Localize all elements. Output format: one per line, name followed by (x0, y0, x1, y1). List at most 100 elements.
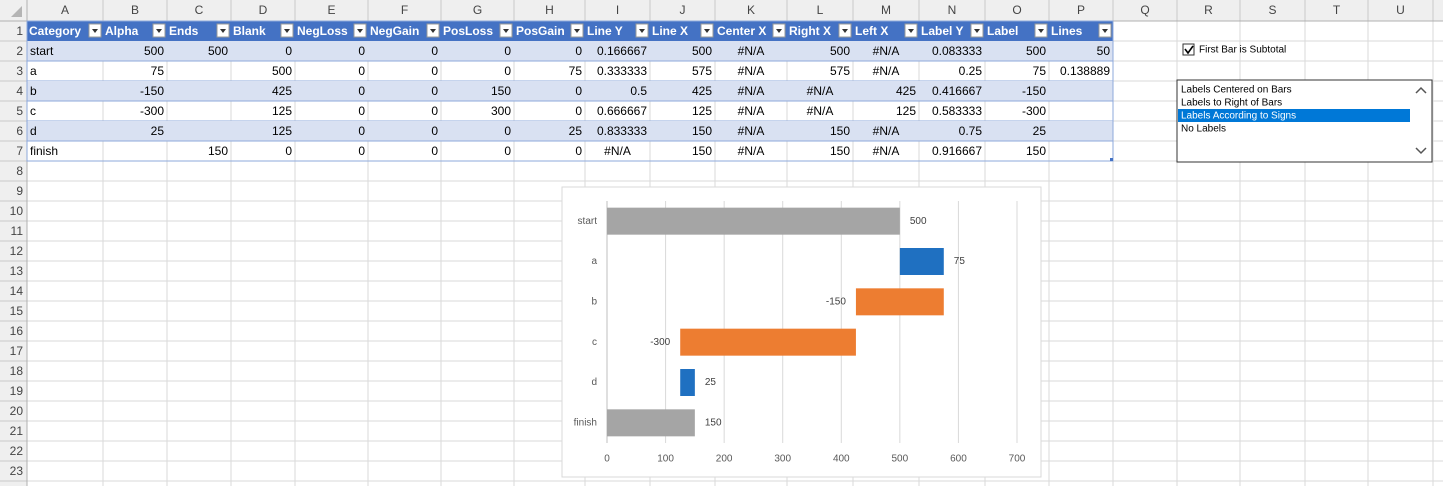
table-header: Blank (233, 24, 266, 38)
x-tick-label: 300 (774, 454, 791, 465)
table-cell: -300 (1022, 104, 1046, 118)
table-cell: -150 (140, 84, 164, 98)
row-number: 15 (10, 304, 24, 318)
table-cell: 150 (208, 144, 228, 158)
data-label: 150 (705, 417, 722, 428)
scroll-down[interactable] (1415, 147, 1427, 155)
row-number: 13 (10, 264, 24, 278)
filter-arrow (503, 29, 509, 33)
category-label: start (578, 216, 598, 227)
table-cell: #N/A (873, 64, 900, 78)
list-item[interactable]: Labels Centered on Bars (1181, 85, 1292, 96)
column-letter: F (401, 3, 408, 17)
table-cell: 0 (504, 44, 511, 58)
column-letter: C (195, 3, 204, 17)
row-number: 11 (11, 224, 24, 238)
table-cell: #N/A (738, 104, 765, 118)
list-item[interactable]: No Labels (1181, 124, 1226, 135)
row-number: 12 (10, 244, 24, 258)
filter-arrow (574, 29, 580, 33)
table-cell: 125 (692, 104, 712, 118)
filter-arrow (704, 29, 710, 33)
filter-arrow (1038, 29, 1044, 33)
table-cell: 0 (431, 104, 438, 118)
filter-arrow (92, 29, 98, 33)
table-cell: c (30, 104, 36, 118)
table-cell: -150 (1022, 84, 1046, 98)
column-letter: D (259, 3, 268, 17)
x-tick-label: 200 (716, 454, 733, 465)
table-cell: 0 (575, 84, 582, 98)
column-header-bar (0, 0, 1443, 21)
row-number: 16 (10, 324, 24, 338)
x-tick-label: 100 (657, 454, 674, 465)
table-header: Category (29, 24, 81, 38)
scroll-up[interactable] (1415, 86, 1427, 94)
table-cell: 0.083333 (932, 44, 982, 58)
list-selection (1178, 109, 1410, 122)
row-number: 10 (10, 204, 24, 218)
row-number: 19 (10, 384, 24, 398)
table-cell: 500 (830, 44, 850, 58)
row-number: 18 (10, 364, 24, 378)
column-letter: O (1012, 3, 1021, 17)
table-cell: 25 (151, 124, 165, 138)
table-header: Label Y (921, 24, 963, 38)
column-letter: T (1333, 3, 1341, 17)
row-number: 6 (16, 124, 23, 138)
table-cell: 0.166667 (597, 44, 647, 58)
bar (855, 288, 944, 316)
table-cell: a (30, 64, 37, 78)
data-label: 500 (910, 216, 927, 227)
table-cell: 75 (151, 64, 165, 78)
table-cell: 0 (358, 124, 365, 138)
checkbox[interactable] (1182, 43, 1195, 56)
row-number: 20 (10, 404, 24, 418)
table-header: NegLoss (297, 24, 348, 38)
table-cell: 0 (431, 64, 438, 78)
row-number: 3 (16, 64, 23, 78)
table-cell: 0 (358, 64, 365, 78)
table-cell: 0.5 (630, 84, 647, 98)
table-cell: 0.138889 (1060, 64, 1110, 78)
table-cell: #N/A (873, 144, 900, 158)
table-cell: start (30, 44, 54, 58)
table-cell: #N/A (873, 44, 900, 58)
table-cell: #N/A (738, 124, 765, 138)
x-tick-label: 600 (950, 454, 967, 465)
table-cell: #N/A (807, 104, 834, 118)
row-number: 7 (16, 144, 23, 158)
table-header: Line X (652, 24, 688, 38)
table-cell: 425 (692, 84, 712, 98)
row-number: 1 (16, 24, 23, 38)
table-header: Alpha (105, 24, 139, 38)
table-cell: 0 (431, 124, 438, 138)
category-label: d (591, 377, 597, 388)
filter-arrow (974, 29, 980, 33)
column-letter: P (1077, 3, 1085, 17)
data-label: 75 (954, 256, 966, 267)
table-cell: 25 (1033, 124, 1047, 138)
row-number: 14 (10, 284, 24, 298)
bar (680, 328, 856, 356)
row-number: 2 (16, 44, 23, 58)
table-cell: 0 (575, 44, 582, 58)
table-header: Ends (169, 24, 199, 38)
checkmark (1184, 45, 1194, 55)
table-cell: 0.25 (959, 64, 983, 78)
scrollbar (1410, 81, 1431, 161)
filter-arrow (1102, 29, 1108, 33)
list-item[interactable]: Labels to Right of Bars (1181, 98, 1282, 109)
table-cell: 75 (569, 64, 583, 78)
filter-arrow (430, 29, 436, 33)
table-cell: #N/A (738, 144, 765, 158)
table-cell: 500 (208, 44, 228, 58)
column-letter: I (616, 3, 619, 17)
table-cell: 125 (272, 104, 292, 118)
list-item[interactable]: Labels According to Signs (1181, 111, 1296, 122)
table-cell: #N/A (604, 144, 631, 158)
table-cell: 500 (1026, 44, 1046, 58)
x-tick-label: 700 (1009, 454, 1026, 465)
table-cell: 575 (830, 64, 850, 78)
